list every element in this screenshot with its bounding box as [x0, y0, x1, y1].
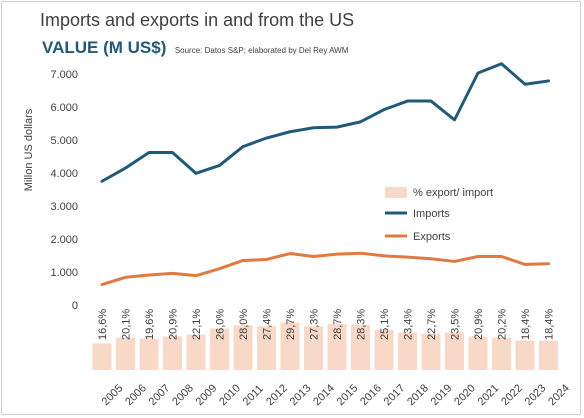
bar-data-label: 20,1%	[121, 309, 133, 340]
bar-export-import-ratio	[468, 336, 488, 370]
x-tick-label: 2019	[429, 382, 455, 408]
bar-export-import-ratio	[327, 324, 347, 370]
x-tick-label: 2011	[241, 383, 266, 408]
bar-data-label: 20,9%	[473, 309, 485, 340]
x-tick-label: 2024	[546, 382, 572, 408]
y-tick-label: 1.000	[50, 267, 78, 279]
bar-export-import-ratio	[445, 332, 464, 370]
x-tick-label: 2005	[100, 382, 126, 408]
bar-data-label: 28,0%	[238, 309, 250, 340]
bar-data-label: 27,3%	[309, 309, 321, 340]
x-tick-label: 2010	[217, 382, 243, 408]
x-tick-label: 2015	[335, 382, 361, 408]
bar-data-label: 25,1%	[379, 309, 391, 340]
y-tick-label: 0	[72, 300, 78, 312]
bar-export-import-ratio	[539, 340, 558, 370]
y-tick-label: 6.000	[50, 102, 78, 114]
x-tick-label: 2014	[311, 382, 337, 408]
bar-data-label: 20,9%	[168, 309, 180, 340]
chart-title: Imports and exports in and from the US	[40, 10, 355, 30]
bar-data-label: 23,5%	[450, 309, 462, 340]
bar-export-import-ratio	[398, 332, 417, 370]
y-tick-label: 5.000	[50, 135, 78, 147]
chart-subtitle: VALUE (M US$)	[42, 38, 167, 57]
x-tick-label: 2020	[452, 382, 478, 408]
source-note: Source: Datos S&P; elaborated by Del Rey…	[174, 46, 349, 55]
bar-data-label: 23,4%	[403, 309, 415, 340]
bar-export-import-ratio	[139, 338, 159, 370]
x-tick-label: 2008	[170, 382, 196, 408]
bar-export-import-ratio	[233, 325, 253, 370]
bar-export-import-ratio	[210, 328, 229, 370]
x-tick-label: 2016	[358, 382, 384, 408]
bar-export-import-ratio	[92, 343, 112, 370]
bar-export-import-ratio	[280, 322, 300, 370]
bar-export-import-ratio	[186, 334, 206, 370]
bar-data-label: 27,4%	[262, 309, 274, 340]
bar-export-import-ratio	[515, 340, 535, 370]
x-tick-label: 2012	[264, 382, 290, 408]
bar-export-import-ratio	[163, 336, 182, 370]
bar-data-label: 18,4%	[520, 309, 532, 340]
legend-marker-bars	[385, 187, 407, 198]
y-tick-label: 3.000	[50, 201, 78, 213]
x-tick-label: 2013	[288, 382, 314, 408]
y-tick-label: 2.000	[50, 234, 78, 246]
legend-label-exports: Exports	[413, 231, 451, 243]
bar-data-label: 28,7%	[332, 309, 344, 340]
y-tick-label: 7.000	[50, 69, 78, 81]
bar-data-label: 29,7%	[285, 309, 297, 340]
bar-export-import-ratio	[116, 337, 135, 370]
y-axis-label: Millon US dollars	[23, 108, 35, 191]
legend-label-ratio: % export/ import	[413, 187, 493, 199]
bar-data-label: 28,3%	[356, 309, 368, 340]
x-tick-label: 2009	[194, 382, 220, 408]
bar-data-label: 16,6%	[97, 309, 109, 340]
bar-data-label: 19,6%	[144, 309, 156, 340]
legend-label-imports: Imports	[413, 208, 450, 220]
bar-data-label: 26,0%	[215, 309, 227, 340]
bar-data-label: 18,4%	[544, 309, 556, 340]
x-tick-label: 2018	[405, 382, 431, 408]
bar-export-import-ratio	[257, 326, 276, 370]
bar-export-import-ratio	[351, 324, 370, 370]
x-tick-label: 2006	[123, 382, 149, 408]
x-tick-label: 2023	[523, 382, 549, 408]
y-tick-label: 4.000	[50, 168, 78, 180]
bar-export-import-ratio	[374, 329, 394, 370]
x-tick-label: 2021	[476, 382, 502, 408]
bar-export-import-ratio	[304, 326, 323, 370]
x-tick-label: 2007	[147, 382, 173, 408]
imports-line	[100, 62, 550, 183]
bar-export-import-ratio	[492, 337, 511, 370]
bar-export-import-ratio	[421, 333, 441, 370]
bar-data-label: 22,1%	[191, 309, 203, 340]
subtitle-row: VALUE (M US$) Source: Datos S&P; elabora…	[42, 38, 348, 58]
x-tick-label: 2017	[382, 382, 408, 408]
bar-data-label: 22,7%	[426, 309, 438, 340]
exports-line	[100, 251, 550, 287]
bar-data-label: 20,2%	[497, 309, 509, 340]
x-tick-label: 2022	[499, 382, 525, 408]
